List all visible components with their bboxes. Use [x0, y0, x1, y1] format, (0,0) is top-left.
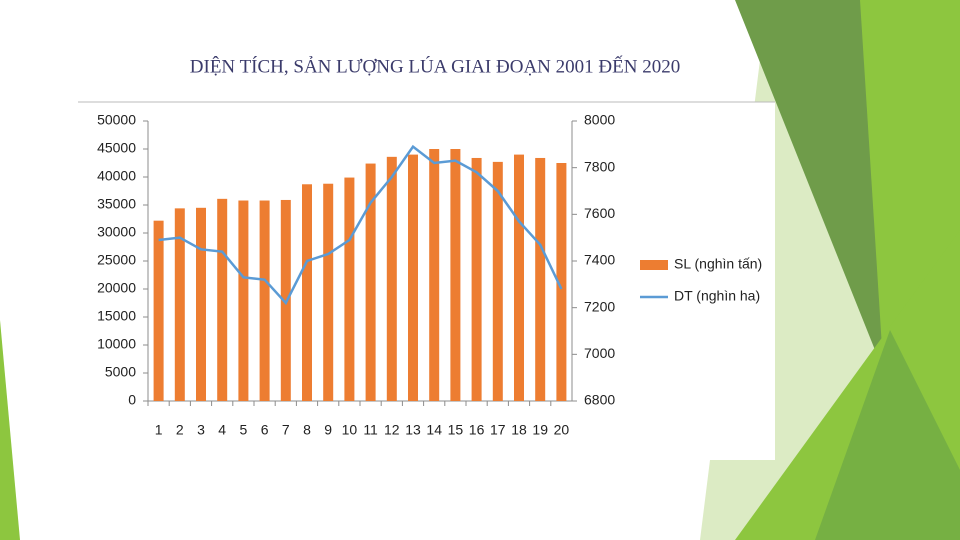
y-tick-label: 35000 — [97, 196, 136, 212]
chart-title: DIỆN TÍCH, SẢN LƯỢNG LÚA GIAI ĐOẠN 2001 … — [190, 55, 680, 77]
x-tick-label: 7 — [282, 422, 290, 438]
y2-tick-label: 8000 — [584, 112, 615, 128]
x-tick-label: 4 — [218, 422, 226, 438]
y-tick-label: 15000 — [97, 308, 136, 324]
line — [158, 144, 563, 306]
legend-label: SL (nghìn tấn) — [674, 256, 762, 272]
bar — [344, 177, 355, 401]
x-tick-label: 16 — [469, 422, 485, 438]
y2-tick-label: 7400 — [584, 252, 615, 268]
x-tick-label: 12 — [384, 422, 400, 438]
y-tick-label: 10000 — [97, 336, 136, 352]
y2-tick-label: 6800 — [584, 392, 615, 408]
x-tick-label: 6 — [261, 422, 269, 438]
x-tick-label: 13 — [405, 422, 421, 438]
bar — [323, 183, 334, 401]
bar — [153, 220, 164, 401]
bar — [535, 157, 546, 401]
x-tick-label: 14 — [426, 422, 442, 438]
x-tick-label: 5 — [240, 422, 248, 438]
bar — [238, 200, 249, 401]
bar — [492, 161, 503, 401]
x-tick-label: 10 — [342, 422, 358, 438]
bar — [408, 154, 418, 401]
plot: 0 5000 10000 15000 20000 25000 30000 35000 40000… — [97, 112, 762, 438]
y-tick-label: 45000 — [97, 140, 136, 156]
y-tick-label: 30000 — [97, 224, 136, 240]
x-tick-label: 9 — [324, 422, 332, 438]
bar — [217, 198, 228, 401]
y-tick-label: 40000 — [97, 168, 136, 184]
x-tick-label: 20 — [554, 422, 570, 438]
x-tick-label: 19 — [532, 422, 548, 438]
legend-label: DT (nghìn ha) — [674, 288, 760, 304]
x-tick-label: 15 — [448, 422, 464, 438]
x-tick-label: 2 — [176, 422, 184, 438]
legend-swatch — [640, 260, 668, 270]
bar — [514, 154, 524, 401]
bar — [556, 163, 567, 401]
y-tick-label: 0 — [128, 392, 136, 408]
y2-tick-label: 7600 — [584, 205, 615, 221]
bar — [174, 208, 185, 401]
x-tick-label: 18 — [511, 422, 527, 438]
y-tick-label: 20000 — [97, 280, 136, 296]
x-tick-label: 11 — [363, 422, 378, 438]
bar — [471, 157, 482, 401]
y2-tick-label: 7000 — [584, 345, 615, 361]
x-tick-label: 17 — [490, 422, 506, 438]
y-tick-label: 50000 — [97, 112, 136, 128]
x-tick-label: 1 — [155, 422, 163, 438]
bar — [386, 156, 397, 401]
y-tick-label: 25000 — [97, 252, 136, 268]
x-tick-label: 3 — [197, 422, 205, 438]
y-tick-label: 5000 — [105, 364, 136, 380]
y2-tick-label: 7800 — [584, 158, 615, 174]
chart-panel — [78, 102, 775, 460]
bar — [450, 149, 461, 401]
bar — [196, 207, 206, 401]
y2-tick-label: 7200 — [584, 298, 615, 314]
bar — [302, 184, 312, 401]
bar — [365, 163, 376, 401]
x-tick-label: 8 — [303, 422, 311, 438]
bar — [259, 200, 270, 401]
bar — [429, 149, 440, 401]
